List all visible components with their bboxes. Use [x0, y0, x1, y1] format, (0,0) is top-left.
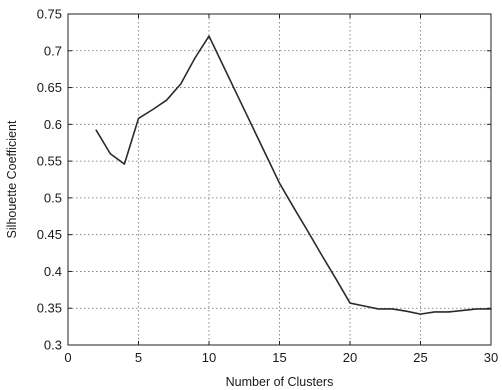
y-tick-label: 0.65	[37, 80, 62, 95]
y-axis-label: Silhouette Coefficient	[5, 120, 19, 238]
x-axis-label: Number of Clusters	[226, 375, 334, 389]
y-tick-label: 0.35	[37, 301, 62, 316]
y-tick-labels: 0.3 0.35 0.4 0.45 0.5 0.55 0.6 0.65 0.7 0.75	[37, 7, 62, 353]
x-tick-label: 20	[343, 350, 357, 365]
x-tick-label: 5	[135, 350, 142, 365]
series-line	[95, 35, 492, 315]
x-tick-labels: 0 5 10 15 20 25 30	[64, 350, 498, 365]
x-tick-label: 0	[64, 350, 71, 365]
x-tick-label: 25	[413, 350, 427, 365]
y-tick-label: 0.45	[37, 227, 62, 242]
grid-lines	[68, 14, 491, 345]
y-tick-label: 0.4	[44, 264, 62, 279]
y-tick-label: 0.55	[37, 154, 62, 169]
y-tick-label: 0.5	[44, 190, 62, 205]
x-tick-label: 10	[202, 350, 216, 365]
y-tick-label: 0.75	[37, 7, 62, 22]
y-tick-label: 0.3	[44, 338, 62, 353]
x-tick-label: 30	[484, 350, 498, 365]
y-tick-label: 0.6	[44, 117, 62, 132]
x-tick-label: 15	[272, 350, 286, 365]
y-tick-label: 0.7	[44, 43, 62, 58]
series-layer	[95, 35, 492, 315]
